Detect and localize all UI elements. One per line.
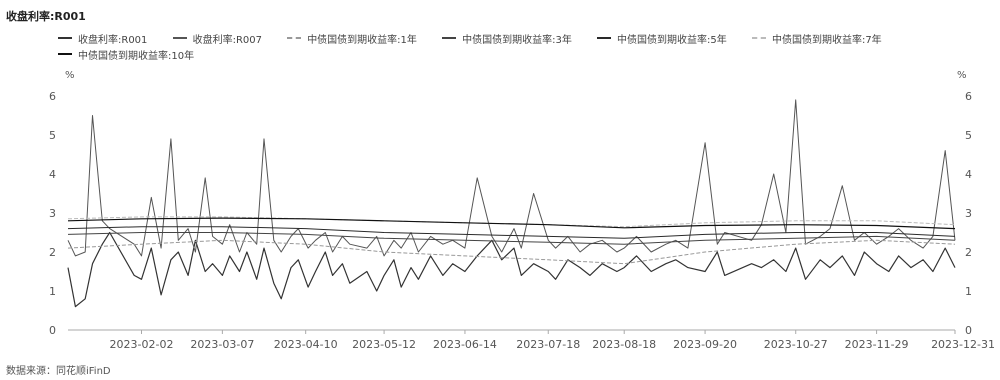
legend-item-r001: 收盘利率:R001 <box>58 30 147 46</box>
series-line-6 <box>67 217 956 230</box>
legend-swatch <box>58 53 72 55</box>
y-tick-label-left: 0 <box>49 324 56 337</box>
chart-title: 收盘利率:R001 <box>6 10 86 23</box>
y-tick-label-right: 6 <box>965 90 972 103</box>
legend-item-10y: 中债国债到期收益率:10年 <box>58 46 194 62</box>
series-line-2 <box>67 239 956 265</box>
chart-legend: 收盘利率:R001 收盘利率:R007 中债国债到期收益率:1年 中债国债到期收… <box>58 30 958 62</box>
y-tick-label-right: 2 <box>965 246 972 259</box>
series-line-3 <box>67 232 956 245</box>
legend-label: 中债国债到期收益率:10年 <box>78 50 195 62</box>
y-tick-label-right: 4 <box>965 168 972 181</box>
legend-label: 收盘利率:R007 <box>192 34 262 46</box>
data-source: 数据来源：同花顺iFinD <box>6 366 111 377</box>
legend-item-3y: 中债国债到期收益率:3年 <box>442 30 572 46</box>
x-tick-label: 2023-12-31 <box>931 338 995 351</box>
x-tick-label: 2023-08-18 <box>592 338 656 351</box>
x-tick-label: 2023-05-12 <box>352 338 416 351</box>
legend-label: 中债国债到期收益率:5年 <box>617 34 727 46</box>
legend-item-7y: 中债国债到期收益率:7年 <box>751 30 882 46</box>
legend-swatch <box>442 37 457 39</box>
y-tick-label-right: 1 <box>965 285 972 298</box>
y-tick-label-right: 5 <box>965 129 972 142</box>
x-tick-label: 2023-11-29 <box>845 338 909 351</box>
legend-label: 中债国债到期收益率:7年 <box>771 34 882 46</box>
left-axis-unit: % <box>65 70 75 81</box>
legend-item-r007: 收盘利率:R007 <box>172 30 262 46</box>
y-tick-label-left: 6 <box>49 90 56 103</box>
y-tick-label-left: 1 <box>49 285 56 298</box>
legend-swatch <box>172 37 187 39</box>
y-tick-label-left: 2 <box>49 246 56 259</box>
series-line-4 <box>67 226 956 239</box>
x-tick-label: 2023-03-07 <box>190 338 254 351</box>
y-tick-label-left: 4 <box>49 168 56 181</box>
x-tick-label: 2023-04-10 <box>274 338 338 351</box>
series-line-0 <box>67 231 956 308</box>
legend-item-5y: 中债国债到期收益率:5年 <box>597 30 727 46</box>
x-tick-label: 2023-09-20 <box>673 338 737 351</box>
x-tick-label: 2023-06-14 <box>433 338 497 351</box>
series-line-1 <box>67 99 956 257</box>
legend-label: 中债国债到期收益率:3年 <box>462 34 572 46</box>
legend-swatch <box>287 37 302 39</box>
legend-item-1y: 中债国债到期收益率:1年 <box>287 30 417 46</box>
y-tick-label-right: 0 <box>965 324 972 337</box>
x-tick-label: 2023-10-27 <box>764 338 828 351</box>
legend-label: 中债国债到期收益率:1年 <box>307 34 417 46</box>
x-tick-label: 2023-02-02 <box>110 338 174 351</box>
x-tick-label: 2023-07-18 <box>516 338 580 351</box>
legend-swatch <box>751 37 766 39</box>
legend-label: 收盘利率:R001 <box>78 34 148 46</box>
legend-swatch <box>597 37 612 39</box>
legend-swatch <box>58 37 72 39</box>
right-axis-unit: % <box>957 70 967 81</box>
y-tick-label-left: 5 <box>49 129 56 142</box>
y-tick-label-left: 3 <box>49 207 56 220</box>
y-tick-label-right: 3 <box>965 207 972 220</box>
